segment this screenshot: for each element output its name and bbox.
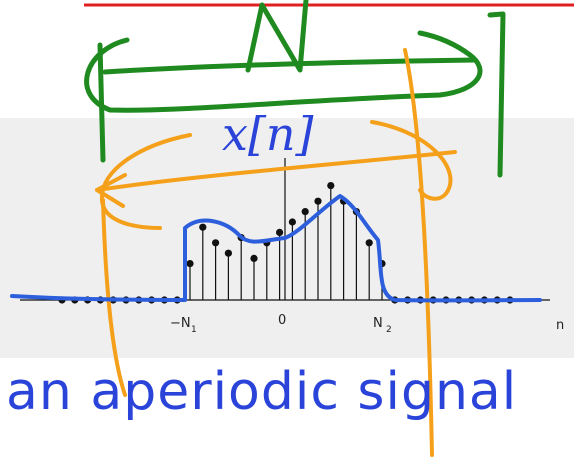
stem-sample: [288, 218, 296, 226]
slide-caption: an aperiodic signal: [6, 362, 518, 422]
tick-main: N: [373, 316, 383, 331]
tick-label-zero: 0: [278, 313, 286, 328]
axis-label-n: n: [556, 318, 564, 333]
tick-label-n2: N 2: [373, 316, 392, 335]
stem-sample: [327, 182, 335, 190]
blue-envelope-stroke: [10, 194, 542, 303]
green-brace-loop: [84, 30, 483, 113]
stem-sample: [250, 254, 258, 262]
stem-sample: [301, 208, 309, 216]
stem-sample: [199, 223, 207, 231]
stem-sample: [224, 249, 232, 257]
orange-right-curl: [370, 120, 453, 201]
orange-left-curl: [99, 133, 192, 230]
stem-plot: [58, 182, 514, 304]
stem-sample: [212, 239, 220, 247]
stem-sample: [186, 260, 194, 268]
tick-sub: 1: [191, 325, 197, 335]
orange-left-vertical: [101, 198, 127, 397]
orange-annotation: [95, 48, 457, 457]
orange-arrow-shaft: [95, 150, 457, 192]
stem-sample: [365, 239, 373, 247]
orange-arrowhead: [95, 173, 127, 208]
stem-sample: [314, 197, 322, 205]
tick-main: −N: [170, 316, 191, 331]
green-left-bar: [97, 42, 106, 163]
green-right-bar: [487, 11, 506, 178]
green-n-stroke: [245, 0, 309, 73]
tick-sub: 2: [386, 325, 392, 335]
signal-label: x[n]: [222, 107, 314, 161]
tick-label-neg-n1: −N 1: [170, 316, 197, 335]
green-arrow-shaft: [102, 57, 478, 75]
green-annotation: [84, 0, 506, 178]
stem-sample: [276, 228, 284, 236]
orange-right-vertical: [403, 48, 434, 457]
